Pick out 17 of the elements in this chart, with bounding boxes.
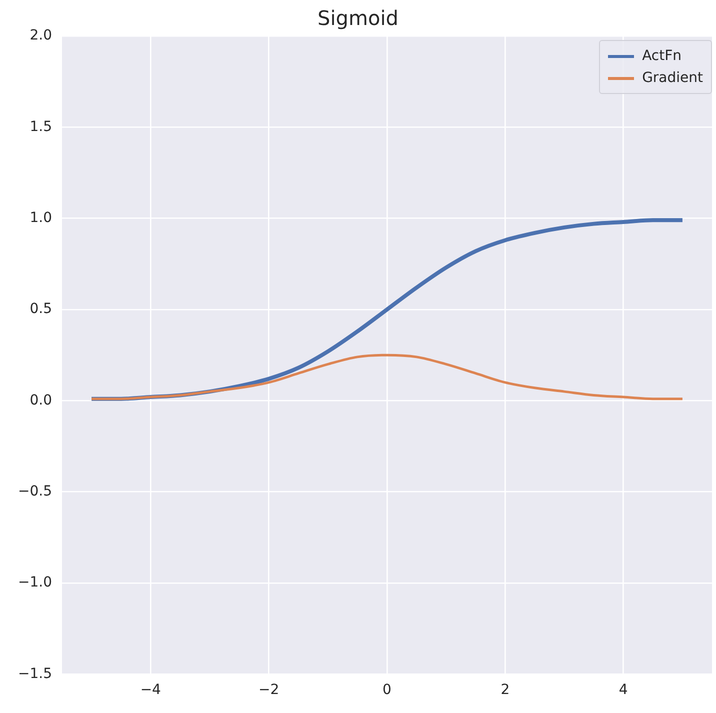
y-tick-label: −1.5: [18, 666, 52, 682]
y-tick-label: 1.5: [30, 118, 52, 135]
y-tick-label: −1.0: [18, 574, 52, 591]
x-tick-label: 2: [500, 682, 510, 698]
line-series: [90, 354, 684, 400]
y-tick-label: 1.0: [30, 210, 52, 226]
y-tick-label: 0.0: [30, 392, 52, 408]
legend-label: Gradient: [642, 69, 703, 88]
y-tick-label: −0.5: [18, 484, 52, 500]
x-tick-label: 0: [382, 682, 392, 698]
x-tick-label: −2: [258, 682, 280, 698]
y-tick-label: 2.0: [30, 28, 52, 44]
y-tick-label: 0.5: [30, 301, 52, 318]
x-tick-label: 4: [618, 682, 628, 698]
chart-title: Sigmoid: [318, 6, 398, 30]
legend-label: ActFn: [642, 47, 682, 66]
x-tick-label: −4: [140, 682, 162, 698]
